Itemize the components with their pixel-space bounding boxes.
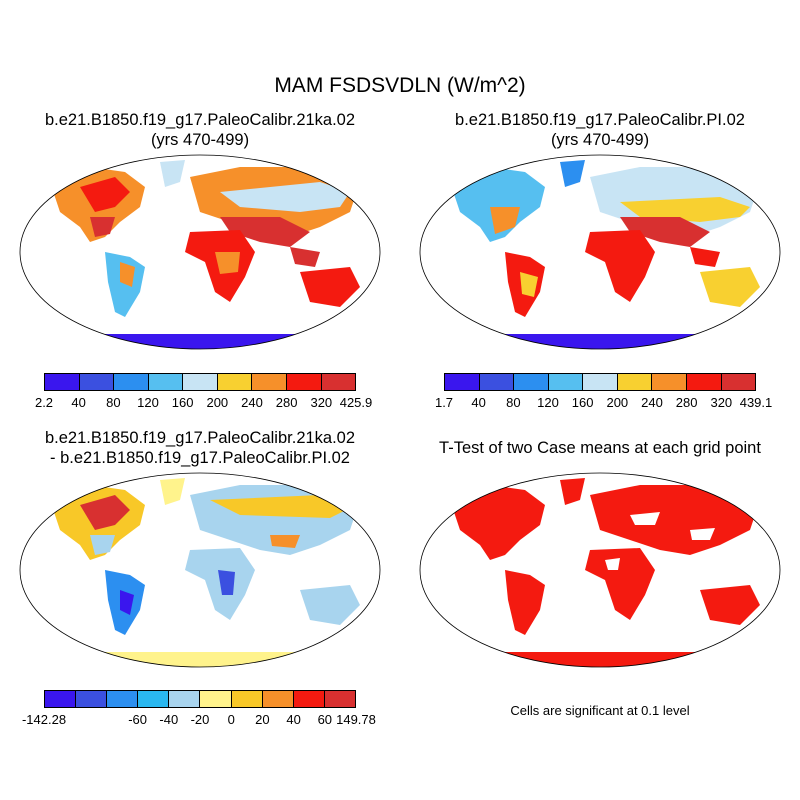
australia-land [300, 267, 360, 307]
map-case2 [419, 154, 781, 350]
panel3-title-line2: - b.e21.B1850.f19_g17.PaleoCalibr.PI.02 [50, 449, 350, 467]
panel2-title: b.e21.B1850.f19_g17.PaleoCalibr.PI.02 (y… [400, 110, 800, 150]
colorbar-tick-label: 80 [506, 395, 521, 410]
colorbar-tick-label: 60 [317, 712, 333, 727]
colorbar-tick-label: 149.78 [336, 712, 376, 727]
antarctica-land [60, 334, 340, 349]
colorbar-swatch [321, 374, 356, 390]
panel1-title: b.e21.B1850.f19_g17.PaleoCalibr.21ka.02 … [0, 110, 400, 150]
colorbar-swatch [548, 374, 584, 390]
colorbar-tick-label: 120 [537, 395, 559, 410]
colorbar-tick-label: 425.9 [339, 395, 373, 410]
panel3-title: b.e21.B1850.f19_g17.PaleoCalibr.21ka.02 … [0, 428, 400, 468]
map-case1 [19, 154, 381, 350]
colorbar-swatch [79, 374, 115, 390]
colorbar-tick-label: 1.7 [434, 395, 454, 410]
colorbar-tick-label: 0 [227, 712, 235, 727]
colorbar-tick-label: 280 [675, 395, 698, 410]
colorbar-swatch [76, 691, 108, 707]
colorbar-case2 [444, 373, 756, 391]
panel4-title: T-Test of two Case means at each grid po… [400, 438, 800, 458]
colorbar-tick-label: 280 [275, 395, 298, 410]
colorbar-tick-label: 200 [206, 395, 229, 410]
colorbar-swatch [231, 691, 263, 707]
colorbar-tick-label: 240 [641, 395, 663, 410]
colorbar-swatch [721, 374, 756, 390]
colorbar-swatch [617, 374, 653, 390]
map-difference [19, 472, 381, 668]
colorbar-swatch [324, 691, 355, 707]
colorbar-swatch [45, 691, 77, 707]
colorbar-tick-label: 320 [710, 395, 733, 410]
colorbar-tick-label: 200 [606, 395, 629, 410]
colorbar-swatch [107, 691, 139, 707]
colorbar-tick-label: -40 [159, 712, 179, 727]
colorbar-tick-label: 240 [241, 395, 263, 410]
colorbar-swatch [445, 374, 480, 390]
panel3-title-line1: b.e21.B1850.f19_g17.PaleoCalibr.21ka.02 [44, 429, 356, 447]
colorbar-swatch [262, 691, 294, 707]
colorbar-swatch [286, 374, 322, 390]
colorbar-case1 [44, 373, 356, 391]
colorbar-tick-label: 320 [310, 395, 333, 410]
colorbar-swatch [148, 374, 184, 390]
colorbar-swatch [183, 374, 218, 390]
colorbar-tick-label: 40 [286, 712, 301, 727]
colorbar-tick-label: 2.2 [34, 395, 54, 410]
colorbar-difference [44, 690, 356, 708]
colorbar-swatch [169, 691, 201, 707]
colorbar-swatch [293, 691, 325, 707]
colorbar-swatch [514, 374, 549, 390]
colorbar-tick-label: 120 [137, 395, 159, 410]
colorbar-swatch [652, 374, 687, 390]
colorbar-swatch [200, 691, 232, 707]
greenland-land [160, 160, 185, 187]
colorbar-swatch [45, 374, 80, 390]
colorbar-swatch [114, 374, 149, 390]
colorbar-tick-label: 40 [471, 395, 486, 410]
colorbar-tick-label: 80 [106, 395, 121, 410]
panel4-title-line1: T-Test of two Case means at each grid po… [439, 439, 761, 457]
colorbar-tick-label: 439.1 [739, 395, 773, 410]
colorbar-tick-label: -20 [190, 712, 210, 727]
colorbar-swatch [479, 374, 515, 390]
panel1-title-line2: (yrs 470-499) [150, 131, 250, 149]
colorbar-swatch [252, 374, 287, 390]
panel2-title-line2: (yrs 470-499) [550, 131, 650, 149]
colorbar-swatch [217, 374, 253, 390]
panel1-title-line1: b.e21.B1850.f19_g17.PaleoCalibr.21ka.02 [44, 111, 356, 129]
colorbar-tick-label: 20 [255, 712, 270, 727]
colorbar-tick-label: 40 [71, 395, 86, 410]
colorbar-swatch [686, 374, 722, 390]
colorbar-swatch [138, 691, 170, 707]
colorbar-tick-label: -60 [128, 712, 147, 727]
colorbar-tick-label: 160 [171, 395, 194, 410]
map-ttest [419, 472, 781, 668]
figure-title: MAM FSDSVDLN (W/m^2) [274, 74, 526, 97]
colorbar-tick-label: -142.28 [21, 712, 67, 727]
panel2-title-line1: b.e21.B1850.f19_g17.PaleoCalibr.PI.02 [455, 111, 745, 129]
colorbar-swatch [583, 374, 618, 390]
south-america-land [105, 252, 145, 317]
colorbar-tick-label: 160 [571, 395, 594, 410]
significance-note: Cells are significant at 0.1 level [510, 703, 690, 718]
